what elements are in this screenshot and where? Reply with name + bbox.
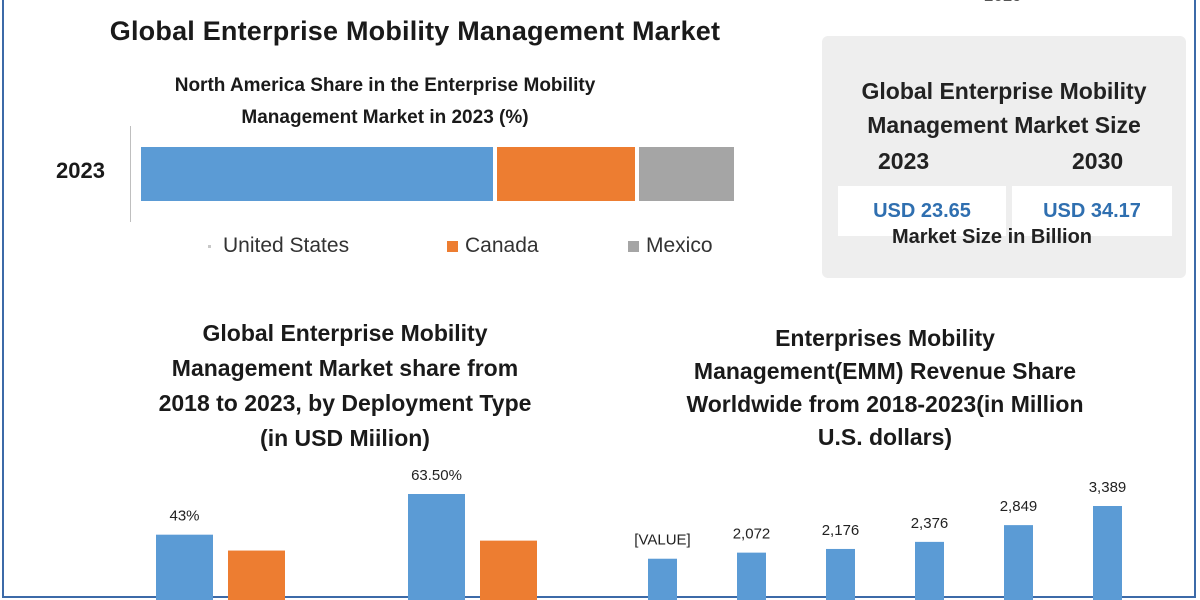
deployment-title-line3: 2018 to 2023, by Deployment Type xyxy=(158,390,532,416)
deployment-data-label-g1: 43% xyxy=(169,508,199,525)
market-size-year-end: 2030 xyxy=(1072,148,1124,174)
legend-label-canada: Canada xyxy=(465,234,539,257)
emm-bar-6 xyxy=(1093,506,1122,600)
na-bar-segment-united-states xyxy=(141,147,493,201)
emm-title-line1: Enterprises Mobility xyxy=(775,325,995,351)
legend-marker-united-states xyxy=(208,244,211,248)
emm-bar-chart: [VALUE] 2,072 2,176 2,376 2,849 3,389 xyxy=(634,479,1127,600)
emm-title-line2: Management(EMM) Revenue Share xyxy=(693,358,1077,384)
deployment-title-line4: (in USD Miilion) xyxy=(260,425,430,451)
deployment-bar-chart: 43% 63.50% xyxy=(156,467,537,600)
emm-data-label-2: 2,072 xyxy=(733,526,771,543)
emm-chart-title: Enterprises Mobility Management(EMM) Rev… xyxy=(640,322,1130,454)
na-chart-title: North America Share in the Enterprise Mo… xyxy=(110,70,660,134)
deployment-bar-g1-s2 xyxy=(228,550,285,600)
na-chart-title-line1: North America Share in the Enterprise Mo… xyxy=(174,75,596,96)
market-size-panel: Global Enterprise Mobility Management Ma… xyxy=(822,36,1186,278)
emm-bar-2 xyxy=(737,552,766,600)
deployment-chart-title: Global Enterprise Mobility Management Ma… xyxy=(120,316,570,456)
deployment-data-label-g2: 63.50% xyxy=(411,467,462,484)
page-title: Global Enterprise Mobility Management Ma… xyxy=(109,16,721,46)
na-chart-title-line2: Management Market in 2023 (%) xyxy=(241,107,529,128)
legend-swatch-canada xyxy=(447,240,458,252)
emm-data-label-1: [VALUE] xyxy=(634,532,690,549)
legend-swatch-mexico xyxy=(628,240,639,252)
emm-title-line3: Worldwide from 2018-2023(in Million xyxy=(686,391,1084,417)
deployment-bar-g1-s1 xyxy=(156,534,213,600)
legend-item-mexico: Mexico xyxy=(628,234,713,258)
deployment-bar-g2-s1 xyxy=(408,494,465,600)
emm-data-label-6: 3,389 xyxy=(1089,479,1127,496)
emm-bar-5 xyxy=(1004,525,1033,600)
na-category-label: 2023 xyxy=(56,158,105,183)
emm-data-label-4: 2,376 xyxy=(911,515,949,532)
market-size-value-end: USD 34.17 xyxy=(1012,186,1172,236)
market-size-title: Global Enterprise Mobility Management Ma… xyxy=(822,74,1186,142)
emm-bar-4 xyxy=(915,541,944,600)
deployment-bar-g2-s2 xyxy=(480,540,537,600)
na-axis-line xyxy=(130,126,131,222)
market-size-title-line2: Management Market Size xyxy=(867,112,1141,138)
deployment-title-line1: Global Enterprise Mobility xyxy=(202,320,488,346)
market-size-value-start: USD 23.65 xyxy=(838,186,1006,236)
na-bar-segment-canada xyxy=(496,147,636,201)
legend-label-united-states: United States xyxy=(223,234,350,257)
legend-item-canada: Canada xyxy=(447,234,539,258)
market-size-year-start: 2023 xyxy=(878,148,930,174)
emm-bar-1 xyxy=(648,558,677,600)
emm-bar-3 xyxy=(826,548,855,600)
deployment-title-line2: Management Market share from xyxy=(171,355,519,381)
top-year-stamp: 2029 xyxy=(984,0,1022,6)
legend-item-united-states: United States xyxy=(208,234,349,258)
na-bar-segment-mexico xyxy=(639,147,734,201)
emm-title-line4: U.S. dollars) xyxy=(817,424,953,450)
emm-data-label-5: 2,849 xyxy=(1000,498,1038,515)
market-size-title-line1: Global Enterprise Mobility xyxy=(861,78,1147,104)
legend-label-mexico: Mexico xyxy=(646,234,713,257)
market-size-unit: Market Size in Billion xyxy=(891,226,1093,248)
emm-data-label-3: 2,176 xyxy=(822,522,860,539)
